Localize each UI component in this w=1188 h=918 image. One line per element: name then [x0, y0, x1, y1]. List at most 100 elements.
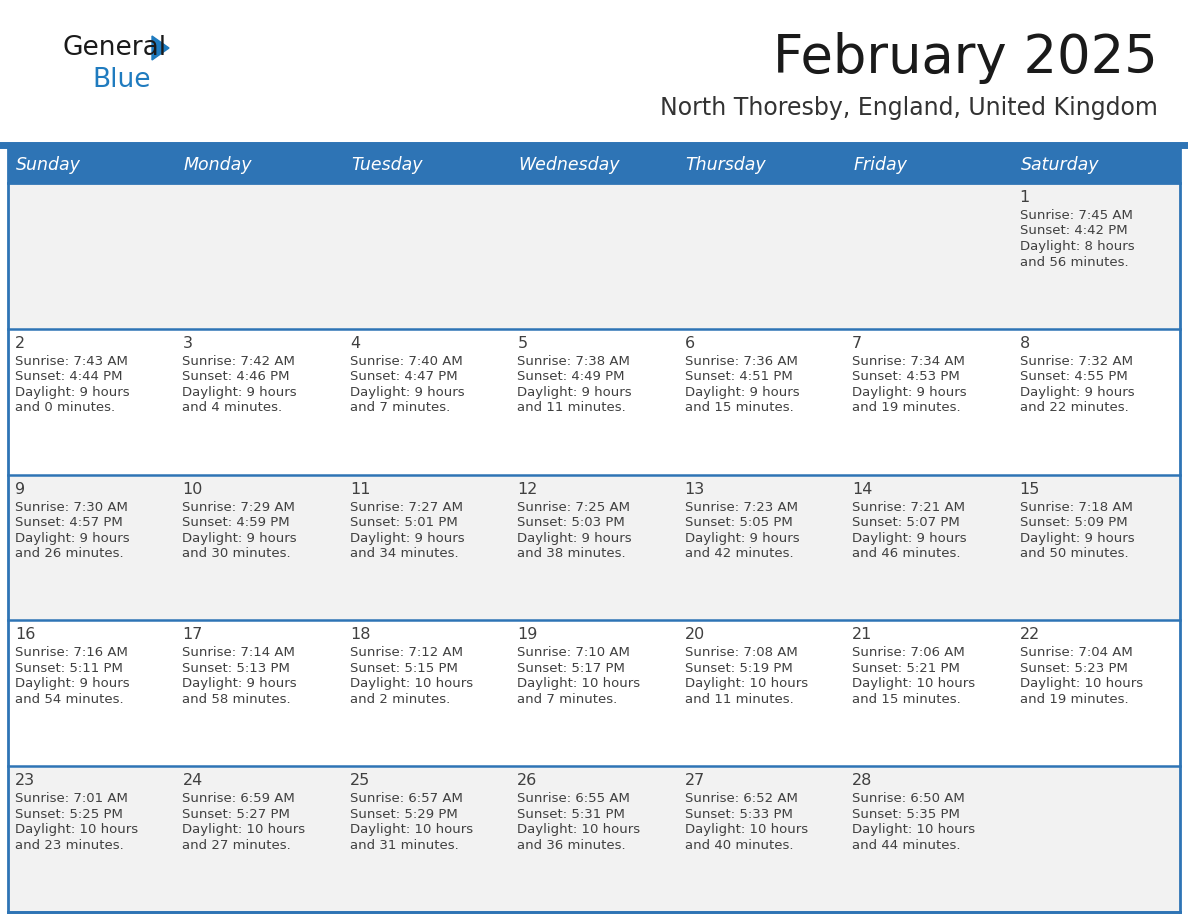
Text: Daylight: 10 hours: Daylight: 10 hours — [349, 677, 473, 690]
Bar — [8, 183, 1180, 329]
Text: Sunrise: 6:50 AM: Sunrise: 6:50 AM — [852, 792, 965, 805]
Text: and 46 minutes.: and 46 minutes. — [852, 547, 961, 560]
Text: and 40 minutes.: and 40 minutes. — [684, 839, 794, 852]
Text: and 2 minutes.: and 2 minutes. — [349, 693, 450, 706]
Text: Sunset: 5:07 PM: Sunset: 5:07 PM — [852, 516, 960, 529]
Text: Sunset: 5:19 PM: Sunset: 5:19 PM — [684, 662, 792, 675]
Text: Sunset: 4:53 PM: Sunset: 4:53 PM — [852, 370, 960, 384]
Text: Sunrise: 7:01 AM: Sunrise: 7:01 AM — [15, 792, 128, 805]
Text: and 27 minutes.: and 27 minutes. — [183, 839, 291, 852]
Text: and 23 minutes.: and 23 minutes. — [15, 839, 124, 852]
Text: Sunrise: 6:59 AM: Sunrise: 6:59 AM — [183, 792, 295, 805]
Text: Daylight: 10 hours: Daylight: 10 hours — [183, 823, 305, 836]
Text: 24: 24 — [183, 773, 203, 789]
Text: Daylight: 9 hours: Daylight: 9 hours — [183, 386, 297, 398]
Text: Sunset: 4:44 PM: Sunset: 4:44 PM — [15, 370, 122, 384]
Text: Daylight: 10 hours: Daylight: 10 hours — [15, 823, 138, 836]
Text: and 44 minutes.: and 44 minutes. — [852, 839, 961, 852]
Text: 17: 17 — [183, 627, 203, 643]
Text: 11: 11 — [349, 482, 371, 497]
Text: 28: 28 — [852, 773, 872, 789]
Text: 12: 12 — [517, 482, 538, 497]
Bar — [8, 767, 1180, 912]
Text: 3: 3 — [183, 336, 192, 351]
Text: Daylight: 9 hours: Daylight: 9 hours — [1019, 386, 1135, 398]
Text: 16: 16 — [15, 627, 36, 643]
Text: 27: 27 — [684, 773, 704, 789]
Text: and 36 minutes.: and 36 minutes. — [517, 839, 626, 852]
Text: and 34 minutes.: and 34 minutes. — [349, 547, 459, 560]
Bar — [511, 147, 677, 183]
Text: 7: 7 — [852, 336, 862, 351]
Text: 19: 19 — [517, 627, 538, 643]
Text: and 56 minutes.: and 56 minutes. — [1019, 255, 1129, 268]
Text: Sunrise: 7:18 AM: Sunrise: 7:18 AM — [1019, 500, 1132, 513]
Text: Daylight: 9 hours: Daylight: 9 hours — [517, 532, 632, 544]
Text: 15: 15 — [1019, 482, 1040, 497]
Text: and 38 minutes.: and 38 minutes. — [517, 547, 626, 560]
Text: Sunrise: 7:08 AM: Sunrise: 7:08 AM — [684, 646, 797, 659]
Text: 23: 23 — [15, 773, 36, 789]
Text: Daylight: 10 hours: Daylight: 10 hours — [852, 823, 975, 836]
Text: 26: 26 — [517, 773, 537, 789]
Text: and 22 minutes.: and 22 minutes. — [1019, 401, 1129, 414]
Text: Sunrise: 7:23 AM: Sunrise: 7:23 AM — [684, 500, 797, 513]
Text: Sunrise: 7:42 AM: Sunrise: 7:42 AM — [183, 354, 296, 368]
Text: Daylight: 10 hours: Daylight: 10 hours — [349, 823, 473, 836]
Text: Sunset: 4:57 PM: Sunset: 4:57 PM — [15, 516, 122, 529]
Bar — [176, 147, 343, 183]
Text: Sunrise: 6:57 AM: Sunrise: 6:57 AM — [349, 792, 463, 805]
Text: Daylight: 9 hours: Daylight: 9 hours — [15, 386, 129, 398]
Text: 13: 13 — [684, 482, 704, 497]
Text: Sunrise: 7:34 AM: Sunrise: 7:34 AM — [852, 354, 965, 368]
Text: Daylight: 9 hours: Daylight: 9 hours — [1019, 532, 1135, 544]
Text: and 11 minutes.: and 11 minutes. — [517, 401, 626, 414]
Text: Sunset: 5:13 PM: Sunset: 5:13 PM — [183, 662, 290, 675]
Text: Daylight: 10 hours: Daylight: 10 hours — [684, 823, 808, 836]
Text: Sunset: 5:33 PM: Sunset: 5:33 PM — [684, 808, 792, 821]
Text: Daylight: 10 hours: Daylight: 10 hours — [1019, 677, 1143, 690]
Text: 2: 2 — [15, 336, 25, 351]
Text: Daylight: 9 hours: Daylight: 9 hours — [852, 386, 967, 398]
Text: Sunrise: 7:40 AM: Sunrise: 7:40 AM — [349, 354, 462, 368]
Text: Daylight: 9 hours: Daylight: 9 hours — [684, 386, 800, 398]
Text: Sunrise: 7:21 AM: Sunrise: 7:21 AM — [852, 500, 965, 513]
Text: Thursday: Thursday — [685, 156, 766, 174]
Text: Daylight: 10 hours: Daylight: 10 hours — [517, 677, 640, 690]
Text: Sunset: 5:31 PM: Sunset: 5:31 PM — [517, 808, 625, 821]
Text: Sunrise: 7:06 AM: Sunrise: 7:06 AM — [852, 646, 965, 659]
Text: Sunrise: 7:14 AM: Sunrise: 7:14 AM — [183, 646, 296, 659]
Text: 1: 1 — [1019, 190, 1030, 205]
Text: Blue: Blue — [91, 67, 151, 93]
Bar — [1012, 147, 1180, 183]
Text: 25: 25 — [349, 773, 371, 789]
Text: Sunset: 4:47 PM: Sunset: 4:47 PM — [349, 370, 457, 384]
Text: 4: 4 — [349, 336, 360, 351]
Text: 22: 22 — [1019, 627, 1040, 643]
Text: and 0 minutes.: and 0 minutes. — [15, 401, 115, 414]
Text: and 58 minutes.: and 58 minutes. — [183, 693, 291, 706]
Bar — [343, 147, 511, 183]
Text: 10: 10 — [183, 482, 203, 497]
Text: and 7 minutes.: and 7 minutes. — [517, 693, 618, 706]
Text: North Thoresby, England, United Kingdom: North Thoresby, England, United Kingdom — [661, 96, 1158, 120]
Text: Monday: Monday — [183, 156, 252, 174]
Bar — [845, 147, 1012, 183]
Text: and 15 minutes.: and 15 minutes. — [852, 693, 961, 706]
Text: Sunset: 4:46 PM: Sunset: 4:46 PM — [183, 370, 290, 384]
Text: 8: 8 — [1019, 336, 1030, 351]
Text: Sunrise: 7:29 AM: Sunrise: 7:29 AM — [183, 500, 296, 513]
Text: 5: 5 — [517, 336, 527, 351]
Bar — [8, 621, 1180, 767]
Text: Daylight: 9 hours: Daylight: 9 hours — [684, 532, 800, 544]
Text: Sunrise: 7:45 AM: Sunrise: 7:45 AM — [1019, 209, 1132, 222]
Text: and 30 minutes.: and 30 minutes. — [183, 547, 291, 560]
Text: Daylight: 9 hours: Daylight: 9 hours — [183, 677, 297, 690]
Text: Daylight: 9 hours: Daylight: 9 hours — [852, 532, 967, 544]
Text: Sunset: 4:55 PM: Sunset: 4:55 PM — [1019, 370, 1127, 384]
Text: Sunrise: 7:30 AM: Sunrise: 7:30 AM — [15, 500, 128, 513]
Text: Saturday: Saturday — [1020, 156, 1099, 174]
Text: Daylight: 8 hours: Daylight: 8 hours — [1019, 240, 1135, 253]
Text: Sunset: 4:51 PM: Sunset: 4:51 PM — [684, 370, 792, 384]
Text: 18: 18 — [349, 627, 371, 643]
